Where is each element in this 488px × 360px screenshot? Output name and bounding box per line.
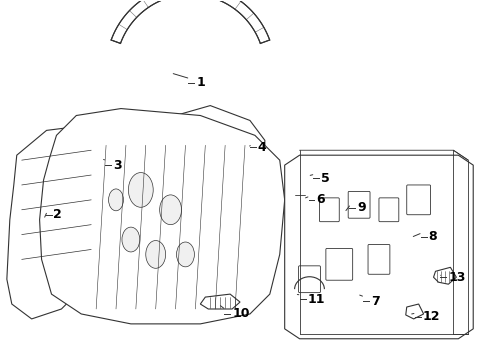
Text: 2: 2 (53, 208, 62, 221)
Polygon shape (294, 170, 311, 182)
Polygon shape (7, 125, 106, 319)
FancyBboxPatch shape (378, 198, 398, 222)
Ellipse shape (160, 195, 181, 225)
Text: 12: 12 (422, 310, 439, 323)
Polygon shape (284, 155, 472, 339)
Ellipse shape (108, 189, 123, 211)
FancyBboxPatch shape (325, 248, 352, 280)
Polygon shape (40, 109, 284, 324)
FancyBboxPatch shape (406, 185, 429, 215)
Polygon shape (165, 105, 264, 205)
FancyBboxPatch shape (347, 192, 369, 218)
FancyBboxPatch shape (319, 198, 339, 222)
Polygon shape (433, 267, 455, 284)
Text: 3: 3 (113, 159, 122, 172)
Text: 11: 11 (307, 293, 325, 306)
Ellipse shape (176, 242, 194, 267)
Polygon shape (86, 153, 106, 170)
Ellipse shape (128, 172, 153, 207)
Text: 6: 6 (316, 193, 325, 206)
FancyBboxPatch shape (298, 266, 320, 293)
Text: 10: 10 (232, 307, 249, 320)
FancyBboxPatch shape (367, 244, 389, 274)
Text: 9: 9 (356, 201, 365, 214)
Text: 4: 4 (257, 141, 266, 154)
Ellipse shape (145, 240, 165, 268)
Polygon shape (405, 304, 423, 319)
Text: 7: 7 (370, 294, 379, 307)
Circle shape (294, 190, 304, 200)
Text: 1: 1 (196, 76, 204, 89)
Text: 8: 8 (427, 230, 436, 243)
Text: 13: 13 (447, 271, 465, 284)
Text: 5: 5 (321, 171, 329, 185)
Ellipse shape (122, 227, 140, 252)
Polygon shape (111, 0, 269, 44)
Polygon shape (200, 294, 240, 309)
